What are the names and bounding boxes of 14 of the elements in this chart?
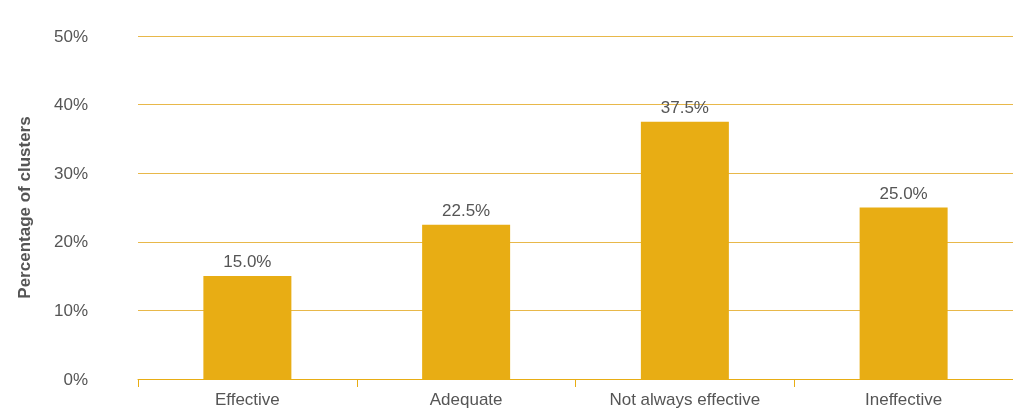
y-tick-label: 0% (63, 369, 88, 389)
y-tick-label: 50% (53, 26, 88, 46)
y-tick-label: 10% (53, 300, 88, 320)
data-label: 15.0% (223, 252, 272, 272)
x-tick-label: Adequate (429, 390, 503, 409)
y-tick-label: 30% (53, 163, 88, 183)
y-axis-title: Percentage of clusters (15, 116, 34, 299)
data-label: 25.0% (879, 183, 928, 203)
x-tick-label: Effective (214, 390, 280, 409)
data-label: 22.5% (442, 200, 491, 220)
x-tick-label: Not always effective (609, 390, 761, 409)
x-tick-label: Ineffective (865, 390, 943, 409)
y-tick-label: 20% (53, 232, 88, 252)
y-tick-label: 40% (53, 95, 88, 115)
